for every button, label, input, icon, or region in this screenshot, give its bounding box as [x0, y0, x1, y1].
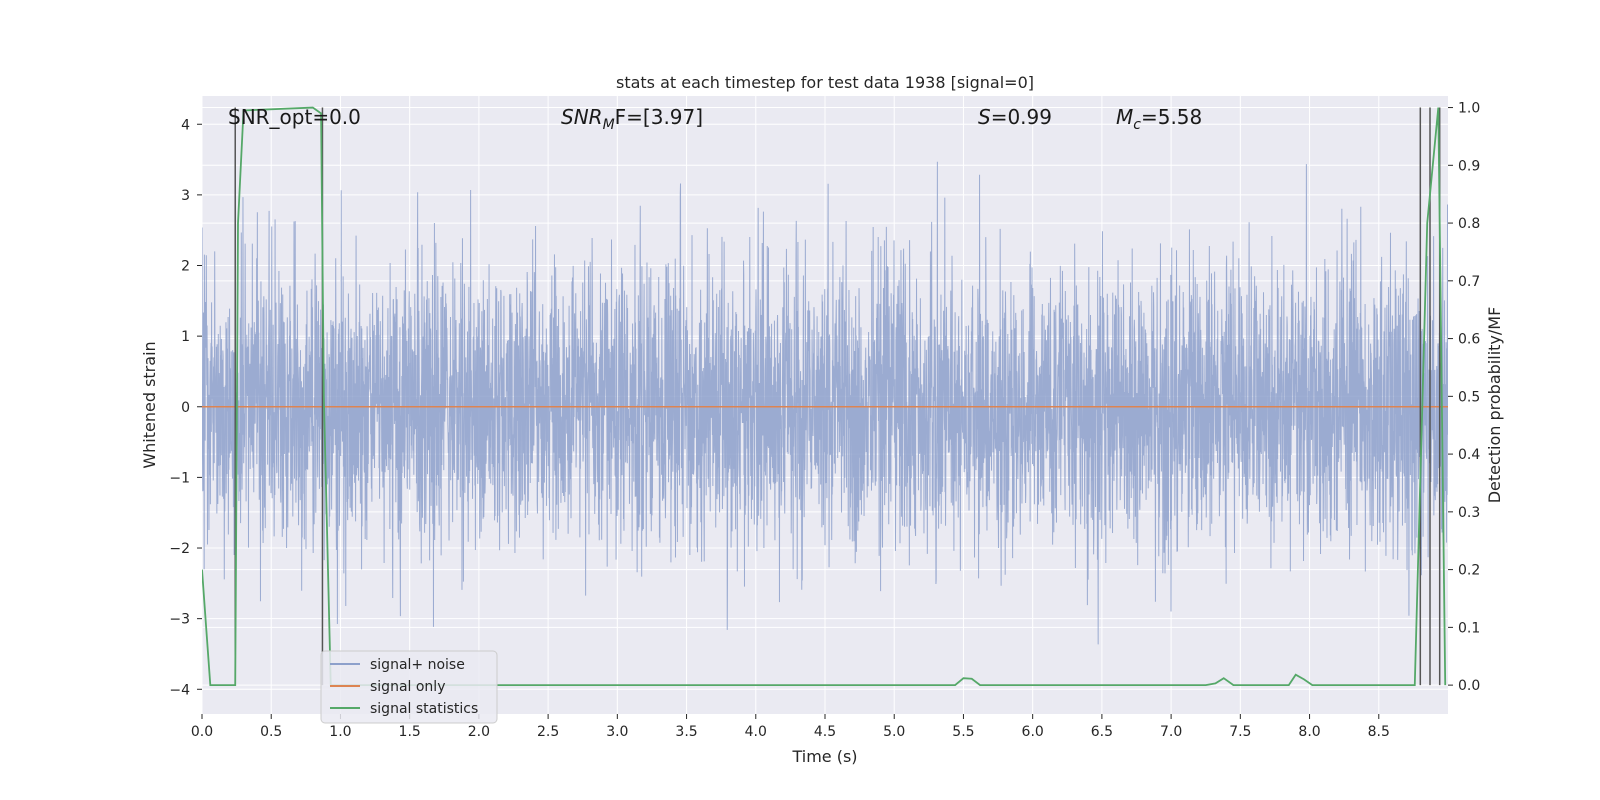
y-axis-right-label: Detection probability/MF: [1485, 307, 1504, 504]
x-tick-label: 4.0: [745, 724, 767, 740]
statistics-line: [202, 106, 1447, 687]
y-right-tick-label: 0.6: [1458, 332, 1480, 348]
y-right-tick-label: 0.9: [1458, 158, 1480, 174]
annotation-snr-opt: SNR_opt=0.0: [228, 105, 361, 129]
x-tick-label: 2.0: [468, 724, 490, 740]
y-right-tick-label: 0.8: [1458, 216, 1480, 232]
x-tick-label: 8.5: [1368, 724, 1390, 740]
y-right-tick-label: 0.1: [1458, 620, 1480, 636]
y-tick-label: 4: [181, 117, 190, 133]
y-tick-label: −4: [169, 682, 190, 698]
x-tick-label: 6.0: [1022, 724, 1044, 740]
y-right-tick-label: 0.0: [1458, 678, 1480, 694]
x-tick-label: 5.0: [883, 724, 905, 740]
y-right-tick-label: 0.4: [1458, 447, 1480, 463]
vertical-markers: [234, 107, 1441, 686]
statistics-series: [202, 106, 1447, 687]
legend-label-signal: signal only: [370, 679, 445, 695]
x-tick-label: 7.0: [1160, 724, 1182, 740]
x-tick-label: 3.5: [675, 724, 697, 740]
x-tick-label: 4.5: [814, 724, 836, 740]
annotation-snr-mf: SNRMF=[3.97]: [561, 105, 703, 133]
x-tick-label: 8.0: [1298, 724, 1320, 740]
y-right-tick-label: 0.2: [1458, 563, 1480, 579]
y-tick-label: 0: [181, 400, 190, 416]
legend: signal+ noise signal only signal statist…: [320, 650, 498, 724]
noise-series: [202, 161, 1448, 645]
y-tick-label: 2: [181, 259, 190, 275]
noise-line: [202, 161, 1448, 645]
y-tick-label: −2: [169, 541, 190, 557]
legend-label-noise: signal+ noise: [370, 657, 465, 673]
x-tick-label: 0.0: [191, 724, 213, 740]
x-tick-label: 1.0: [329, 724, 351, 740]
x-tick-label: 7.5: [1229, 724, 1251, 740]
legend-label-statistics: signal statistics: [370, 701, 478, 717]
y-tick-label: −1: [169, 470, 190, 486]
y-tick-label: 1: [181, 329, 190, 345]
legend-box: [320, 650, 498, 724]
y-right-tick-label: 0.7: [1458, 274, 1480, 290]
x-tick-label: 1.5: [399, 724, 421, 740]
x-tick-label: 2.5: [537, 724, 559, 740]
y-right-tick-label: 0.3: [1458, 505, 1480, 521]
x-tick-label: 0.5: [260, 724, 282, 740]
annotation-mc: Mc=5.58: [1116, 105, 1202, 133]
annotation-s: S=0.99: [978, 105, 1052, 129]
y-tick-label: 3: [181, 188, 190, 204]
y-axis-label: Whitened strain: [140, 341, 159, 468]
y-right-tick-label: 0.5: [1458, 389, 1480, 405]
x-tick-label: 6.5: [1091, 724, 1113, 740]
y-tick-label: −3: [169, 612, 190, 628]
y-right-tick-label: 1.0: [1458, 101, 1480, 117]
x-axis-label: Time (s): [791, 747, 857, 766]
x-tick-label: 3.0: [606, 724, 628, 740]
ticks: 0.0 0.5 1.0 1.5 2.0 2.5 3.0 3.5 4.0 4.5 5.0 5.5 6.0 6…: [169, 101, 1480, 740]
chart-title: stats at each timestep for test data 193…: [616, 73, 1034, 92]
x-tick-label: 5.5: [952, 724, 974, 740]
